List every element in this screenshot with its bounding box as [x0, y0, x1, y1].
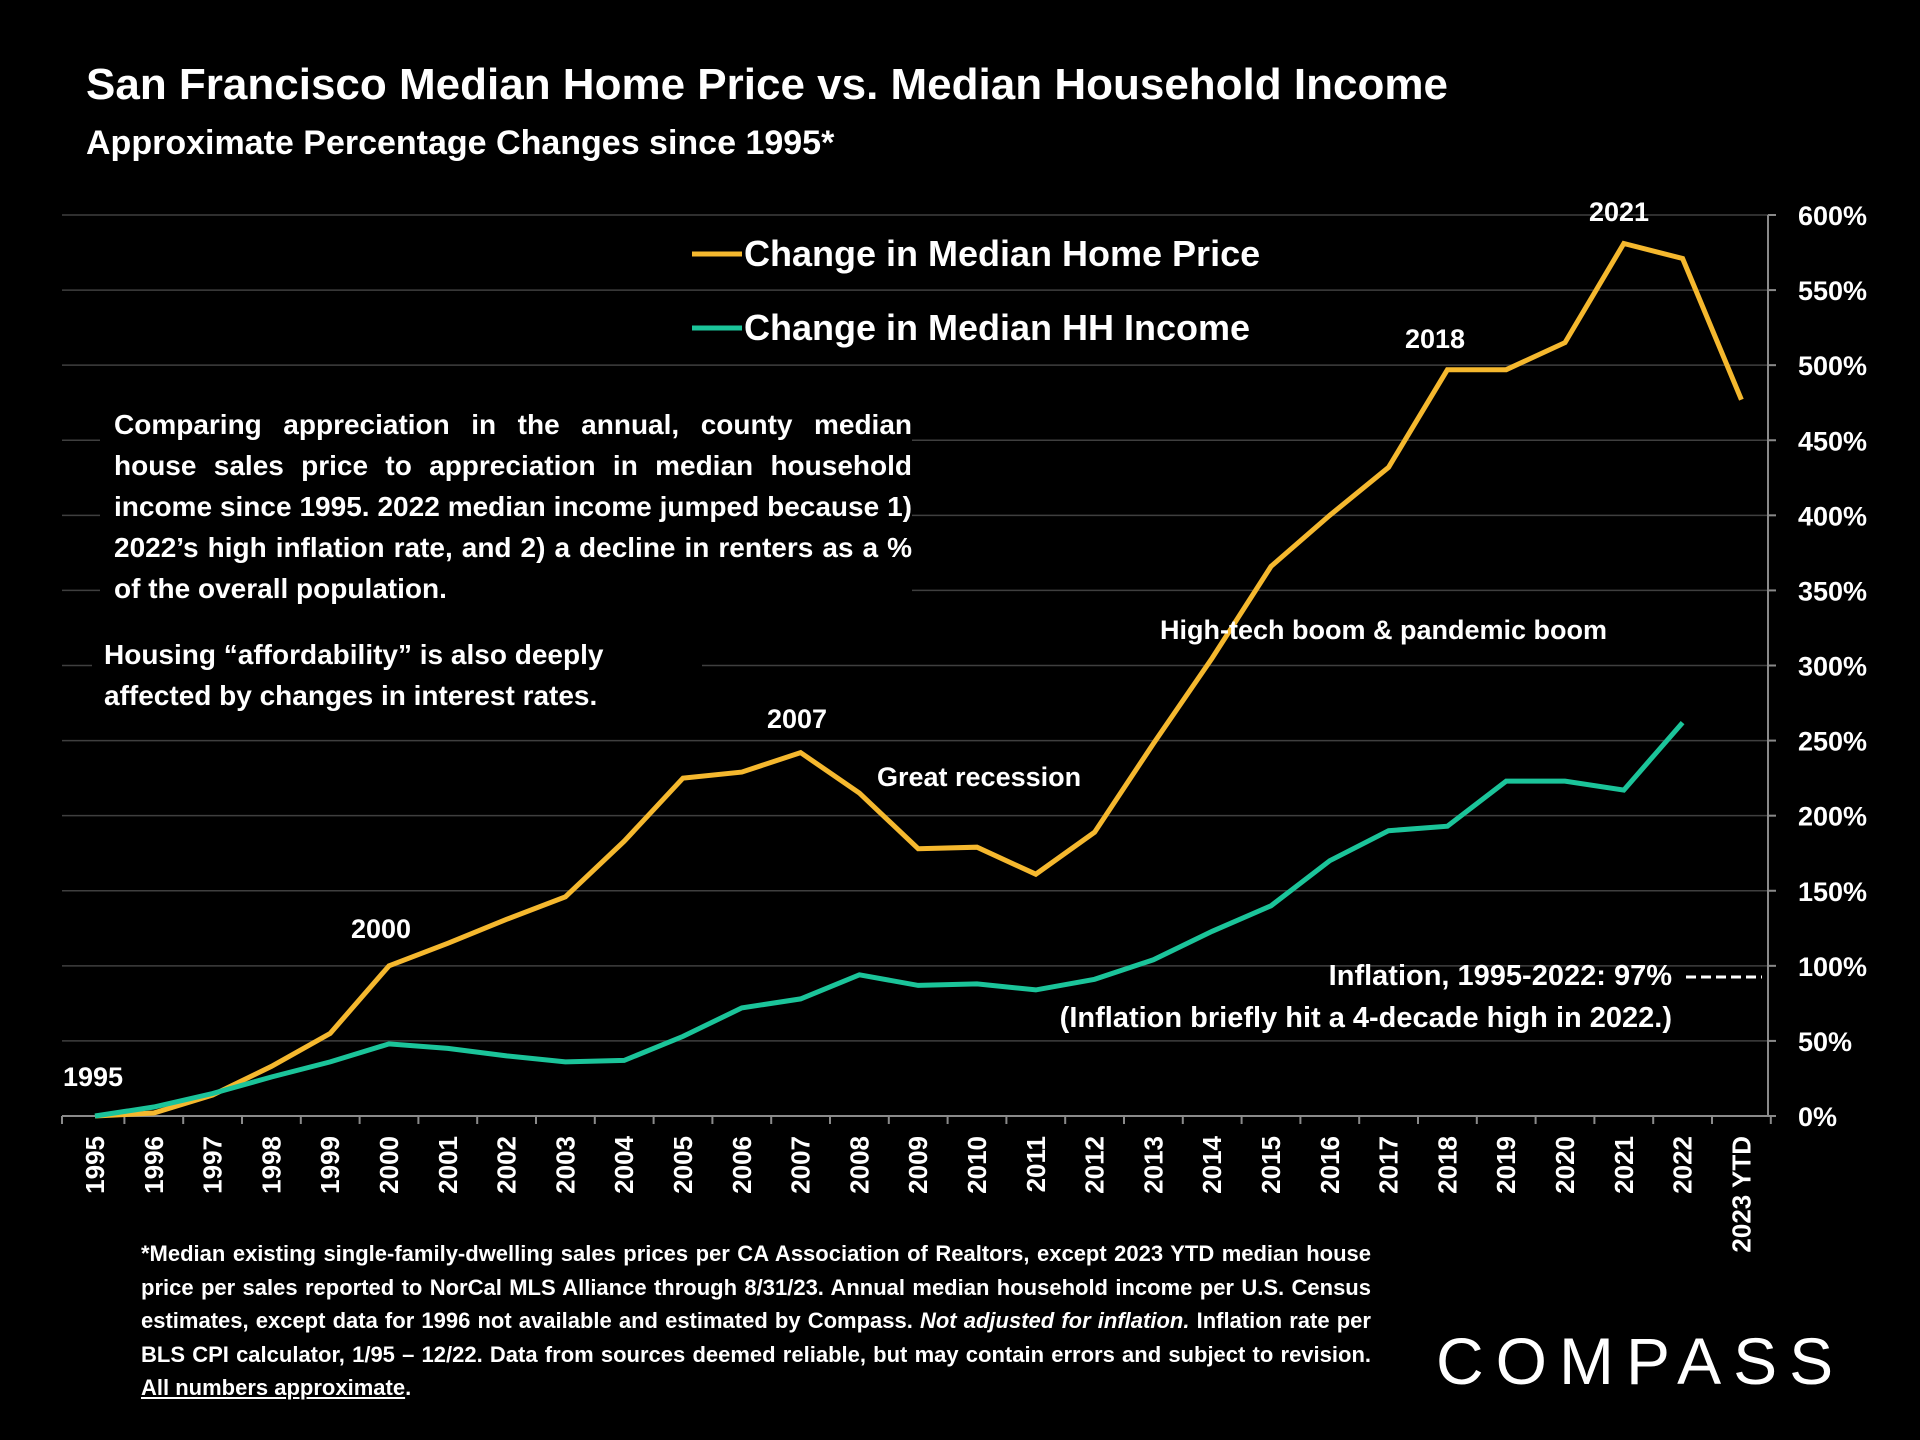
footnote: *Median existing single-family-dwelling …: [141, 1237, 1371, 1405]
series-lines: [94, 240, 1744, 1119]
inflation-note: (Inflation briefly hit a 4-decade high i…: [1060, 1002, 1672, 1034]
y-tick-label: 600%: [1798, 201, 1867, 231]
x-tick-label: 1999: [315, 1136, 345, 1194]
footnote-rest: Inflation rate per BLS CPI calculator, 1…: [141, 1308, 1371, 1367]
x-tick-label: 2004: [609, 1135, 639, 1193]
annotation-y1995: 1995: [63, 1062, 123, 1092]
x-tick-label: 2020: [1550, 1136, 1580, 1194]
inflation-label: Inflation, 1995-2022: 97%: [1329, 960, 1673, 992]
x-tick-label: 2017: [1374, 1136, 1404, 1194]
axes: [61, 214, 1776, 1124]
y-tick-label: 150%: [1798, 877, 1867, 907]
x-axis-tick-labels: 1995 1996 1997 1998 1999 2000 2001 2002 2003 2004…: [80, 1135, 1756, 1252]
footnote-end: .: [405, 1375, 412, 1400]
comparison-note: Comparing appreciation in the annual, co…: [100, 404, 912, 609]
x-tick-label: 2011: [1021, 1136, 1051, 1192]
y-tick-label: 400%: [1798, 501, 1867, 531]
x-tick-label: 2022: [1668, 1136, 1698, 1194]
y-tick-label: 500%: [1798, 351, 1867, 381]
chart-title: San Francisco Median Home Price vs. Medi…: [86, 60, 1448, 109]
x-tick-label: 2006: [727, 1136, 757, 1194]
y-tick-label: 100%: [1798, 952, 1867, 982]
chart-subtitle: Approximate Percentage Changes since 199…: [86, 124, 835, 162]
y-tick-label: 250%: [1798, 727, 1867, 757]
annotation-y2000: 2000: [351, 914, 411, 944]
x-tick-label: 2021: [1609, 1136, 1639, 1194]
footnote-underlined: All numbers approximate: [141, 1375, 406, 1400]
x-tick-label: 2012: [1080, 1136, 1110, 1194]
annotation-great_recession: Great recession: [877, 762, 1081, 792]
x-tick-label: 1997: [198, 1136, 228, 1194]
x-tick-label: 2009: [903, 1136, 933, 1194]
x-tick-label: 2010: [962, 1136, 992, 1194]
x-tick-label: 2019: [1491, 1136, 1521, 1194]
x-tick-label: 2016: [1315, 1136, 1345, 1194]
x-tick-label: 1998: [256, 1136, 286, 1194]
hh-income-line: [94, 720, 1685, 1119]
x-tick-label: 2001: [433, 1136, 463, 1194]
affordability-note: Housing “affordability” is also deeply a…: [92, 634, 702, 716]
x-tick-label: 2015: [1256, 1136, 1286, 1194]
x-tick-label: 1995: [80, 1136, 110, 1194]
legend-label: Change in Median HH Income: [744, 307, 1250, 348]
annotations: 1995 2000 2007 2018 2021 Great recession High-…: [63, 197, 1762, 1092]
annotation-hightech: High-tech boom & pandemic boom: [1160, 615, 1607, 645]
x-tick-label: 2003: [550, 1136, 580, 1194]
y-tick-label: 0%: [1798, 1102, 1837, 1132]
legend-label: Change in Median Home Price: [744, 233, 1260, 274]
x-tick-label: 2007: [786, 1136, 816, 1194]
home-price-line: [94, 240, 1744, 1119]
y-tick-label: 300%: [1798, 652, 1867, 682]
y-tick-label: 50%: [1798, 1027, 1852, 1057]
x-tick-label: 2008: [844, 1136, 874, 1194]
x-tick-label: 2002: [492, 1136, 522, 1194]
y-tick-label: 350%: [1798, 576, 1867, 606]
x-tick-label: 2023 YTD: [1726, 1136, 1756, 1253]
y-tick-label: 450%: [1798, 426, 1867, 456]
x-tick-label: 1996: [139, 1136, 169, 1194]
annotation-y2018: 2018: [1405, 324, 1465, 354]
logo-text: COMPASS: [1436, 1326, 1844, 1394]
x-tick-label: 2005: [668, 1136, 698, 1194]
footnote-main: *Median existing single-family-dwelling …: [141, 1241, 1371, 1333]
y-axis-tick-labels: 0% 50% 100% 150% 200% 250% 300% 350% 400% 450% 500…: [1798, 201, 1867, 1132]
footnote-italic: Not adjusted for inflation.: [919, 1308, 1190, 1333]
x-tick-label: 2018: [1432, 1136, 1462, 1194]
y-tick-label: 200%: [1798, 802, 1867, 832]
annotation-y2007: 2007: [767, 704, 827, 734]
annotation-y2021: 2021: [1589, 197, 1649, 227]
y-tick-label: 550%: [1798, 276, 1867, 306]
x-tick-label: 2000: [374, 1136, 404, 1194]
x-tick-label: 2014: [1197, 1135, 1227, 1193]
legend: Change in Median Home Price Change in Med…: [692, 233, 1260, 348]
x-tick-label: 2013: [1138, 1136, 1168, 1194]
compass-logo: COMPASS: [1436, 1326, 1844, 1394]
